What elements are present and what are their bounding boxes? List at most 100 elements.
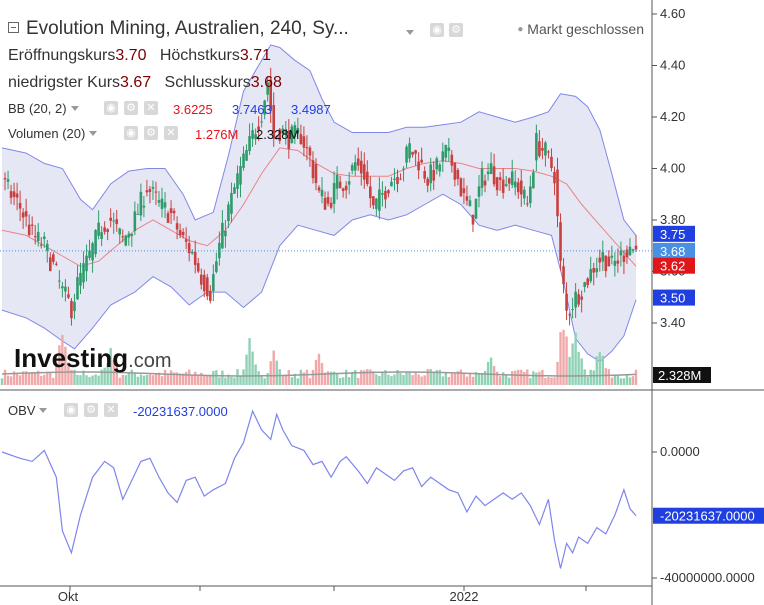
volume-bar xyxy=(293,373,297,385)
obv-dropdown-icon[interactable] xyxy=(39,408,48,414)
candle xyxy=(399,173,402,181)
volume-bar xyxy=(589,369,592,385)
volume-bar xyxy=(245,354,248,385)
candle xyxy=(447,138,451,162)
price-tick-label: 3.40 xyxy=(660,315,685,330)
collapse-icon[interactable] xyxy=(8,22,19,33)
candle-body xyxy=(64,286,67,292)
candle xyxy=(202,269,206,298)
candle xyxy=(326,191,330,207)
volume-bar xyxy=(595,356,598,385)
bb-eye-icon[interactable]: ◉ xyxy=(104,101,118,115)
volume-close-icon[interactable]: ✕ xyxy=(164,126,178,140)
volume-gear-icon[interactable]: ⚙ xyxy=(144,126,158,140)
volume-eye-icon[interactable]: ◉ xyxy=(124,126,138,140)
candle xyxy=(444,144,448,163)
volume-bar xyxy=(67,362,70,385)
bb-dropdown-icon[interactable] xyxy=(70,106,79,112)
candle xyxy=(115,210,119,232)
volume-bar xyxy=(429,369,432,385)
volume-bar xyxy=(9,376,13,385)
bb-legend: BB (20, 2) xyxy=(8,101,83,116)
volume-bar xyxy=(586,376,589,385)
candle xyxy=(390,176,393,187)
volume-label[interactable]: Volumen (20) xyxy=(8,126,86,141)
candle-body xyxy=(510,171,514,185)
candle-body xyxy=(423,171,426,179)
volume-bar xyxy=(21,371,25,385)
candle xyxy=(263,99,266,120)
volume-bar xyxy=(556,361,559,385)
volume-bar xyxy=(616,375,620,385)
candle xyxy=(184,227,188,250)
candle xyxy=(175,216,179,240)
obv-gear-icon[interactable]: ⚙ xyxy=(84,403,98,417)
candle-body xyxy=(441,151,445,162)
candle xyxy=(329,197,333,210)
volume-bar xyxy=(471,376,475,385)
candle xyxy=(372,196,375,210)
candle xyxy=(169,200,173,225)
obv-tag-label: -20231637.0000 xyxy=(660,509,755,524)
candle-body xyxy=(314,163,318,184)
volume-bar xyxy=(18,375,22,385)
volume-bar xyxy=(154,373,158,385)
candle-body xyxy=(127,233,131,238)
volume-tag-label: 2.328M xyxy=(658,368,701,383)
candle xyxy=(239,156,242,198)
obv-pane[interactable] xyxy=(1,409,637,569)
obv-label[interactable]: OBV xyxy=(8,403,36,418)
volume-bar xyxy=(574,332,577,385)
candle-body xyxy=(619,250,623,256)
candle-body xyxy=(230,192,233,214)
candle-body xyxy=(169,208,173,214)
candle-body xyxy=(175,223,179,230)
candle-body xyxy=(109,217,112,221)
candle xyxy=(311,151,315,184)
gear-icon[interactable]: ⚙ xyxy=(449,23,463,37)
candle xyxy=(519,169,523,207)
volume-bar xyxy=(326,371,330,385)
candle xyxy=(130,233,134,247)
candle-body xyxy=(212,274,215,292)
volume-bar xyxy=(495,371,499,385)
candle xyxy=(139,183,143,221)
candle-body xyxy=(121,236,125,238)
candle xyxy=(507,177,511,191)
high-value: 3.71 xyxy=(239,47,271,64)
candle xyxy=(166,210,170,224)
candle xyxy=(118,227,122,244)
candle-body xyxy=(163,202,167,208)
candle-body xyxy=(489,163,493,174)
candle-body xyxy=(631,249,635,251)
obv-close-icon[interactable]: ✕ xyxy=(104,403,118,417)
candle-body xyxy=(115,219,119,225)
bb-close-icon[interactable]: ✕ xyxy=(144,101,158,115)
candle-body xyxy=(305,147,309,149)
candle xyxy=(583,281,586,293)
candle-body xyxy=(248,136,251,152)
candle xyxy=(610,245,614,265)
candle-body xyxy=(275,135,279,137)
candle xyxy=(516,177,520,199)
candle xyxy=(616,248,620,273)
volume-bar xyxy=(206,375,209,385)
candle xyxy=(450,150,454,173)
obv-eye-icon[interactable]: ◉ xyxy=(64,403,78,417)
price-pane[interactable] xyxy=(0,44,652,363)
eye-icon[interactable]: ◉ xyxy=(430,23,444,37)
candle-body xyxy=(151,186,155,189)
candle-body xyxy=(381,193,384,195)
chart-title: Evolution Mining, Australien, 240, Sy... xyxy=(26,18,349,39)
title-dropdown-icon[interactable] xyxy=(406,30,414,35)
volume-bar xyxy=(194,371,197,385)
bb-label[interactable]: BB (20, 2) xyxy=(8,101,67,116)
volume-bar xyxy=(562,329,565,385)
candle xyxy=(332,171,336,214)
volume-bar xyxy=(172,372,176,385)
bb-gear-icon[interactable]: ⚙ xyxy=(124,101,138,115)
volume-bar xyxy=(218,377,221,385)
volume-dropdown-icon[interactable] xyxy=(89,131,98,137)
volume-bar xyxy=(571,343,574,385)
